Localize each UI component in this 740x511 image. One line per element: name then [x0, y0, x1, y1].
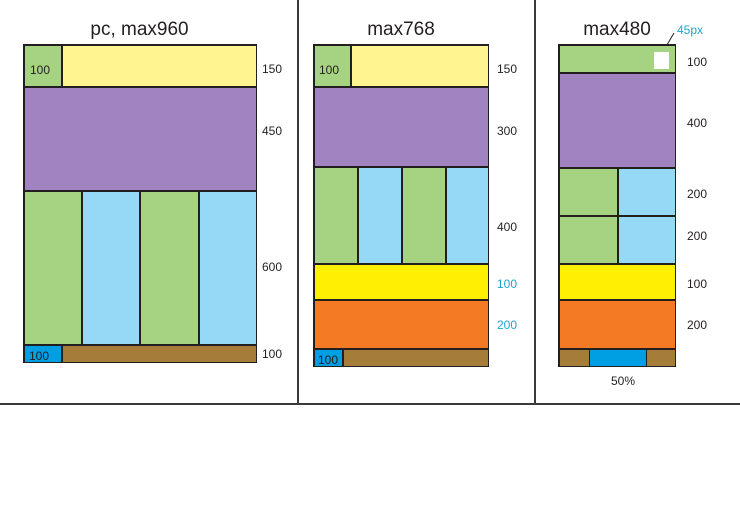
t480-dim-row-1: 200 — [687, 187, 708, 201]
t768-header-logo-label: 100 — [319, 63, 340, 77]
t480-grid-cell-3 — [559, 216, 618, 264]
t768-dim-orange: 200 — [497, 318, 518, 332]
t480-dim-header: 100 — [687, 55, 708, 69]
column-divider-2 — [534, 0, 536, 404]
t768-footer-left-label: 100 — [318, 353, 339, 367]
t480-annotation-45px: 45px — [677, 23, 704, 37]
pc-column-2 — [82, 191, 140, 345]
t768-footer-block — [343, 349, 488, 366]
t480-footer-note: 50% — [611, 374, 636, 388]
pc-column-3 — [140, 191, 199, 345]
column-divider-1 — [297, 0, 299, 404]
t768-footer-left-block: 100 — [314, 349, 343, 367]
t480-yellow-block — [559, 264, 675, 300]
t480-menu-button-placeholder — [654, 52, 669, 69]
layout-pc-frame: 100 100 — [23, 44, 257, 363]
t480-grid-cell-2 — [618, 168, 675, 216]
t768-main-block — [314, 87, 488, 167]
layout-480-frame — [558, 44, 676, 367]
pc-header-logo-block: 100 — [24, 45, 62, 87]
pc-header-block — [62, 45, 256, 87]
layout-768-frame: 100 100 — [313, 44, 489, 367]
t768-dim-main: 300 — [497, 124, 518, 138]
pc-dim-columns: 600 — [262, 260, 283, 274]
t480-grid-cell-4 — [618, 216, 675, 264]
t768-dim-header: 150 — [497, 62, 518, 76]
pc-footer-left-label: 100 — [29, 349, 50, 363]
t768-column-3 — [402, 167, 446, 264]
t480-dim-orange: 200 — [687, 318, 708, 332]
baseline-divider — [0, 403, 740, 405]
t768-column-2 — [358, 167, 402, 264]
t768-dim-yellow: 100 — [497, 277, 518, 291]
t480-header-block — [559, 45, 675, 73]
t480-orange-block — [559, 300, 675, 349]
t768-column-4 — [446, 167, 488, 264]
t768-header-logo-block: 100 — [314, 45, 351, 87]
pc-dim-header: 150 — [262, 62, 283, 76]
t480-dim-main: 400 — [687, 116, 708, 130]
pc-column-1 — [24, 191, 82, 345]
layout-title-480: max480 — [583, 19, 651, 40]
pc-footer-left-block: 100 — [24, 345, 62, 363]
t480-main-block — [559, 73, 675, 168]
pc-footer-block — [62, 345, 256, 362]
layout-title-768: max768 — [367, 19, 435, 40]
t480-dim-row-2: 200 — [687, 229, 708, 243]
pc-dim-main: 450 — [262, 124, 283, 138]
t768-column-1 — [314, 167, 358, 264]
t480-dim-yellow: 100 — [687, 277, 708, 291]
pc-main-block — [24, 87, 256, 191]
t480-grid-cell-1 — [559, 168, 618, 216]
pc-header-logo-label: 100 — [30, 63, 51, 77]
t768-yellow-block — [314, 264, 488, 300]
pc-column-4 — [199, 191, 256, 345]
t768-header-block — [351, 45, 488, 87]
layout-title-pc: pc, max960 — [90, 19, 189, 40]
t768-orange-block — [314, 300, 488, 349]
t480-footer-center-block — [589, 349, 647, 366]
t768-dim-columns: 400 — [497, 220, 518, 234]
pc-dim-footer: 100 — [262, 347, 283, 361]
